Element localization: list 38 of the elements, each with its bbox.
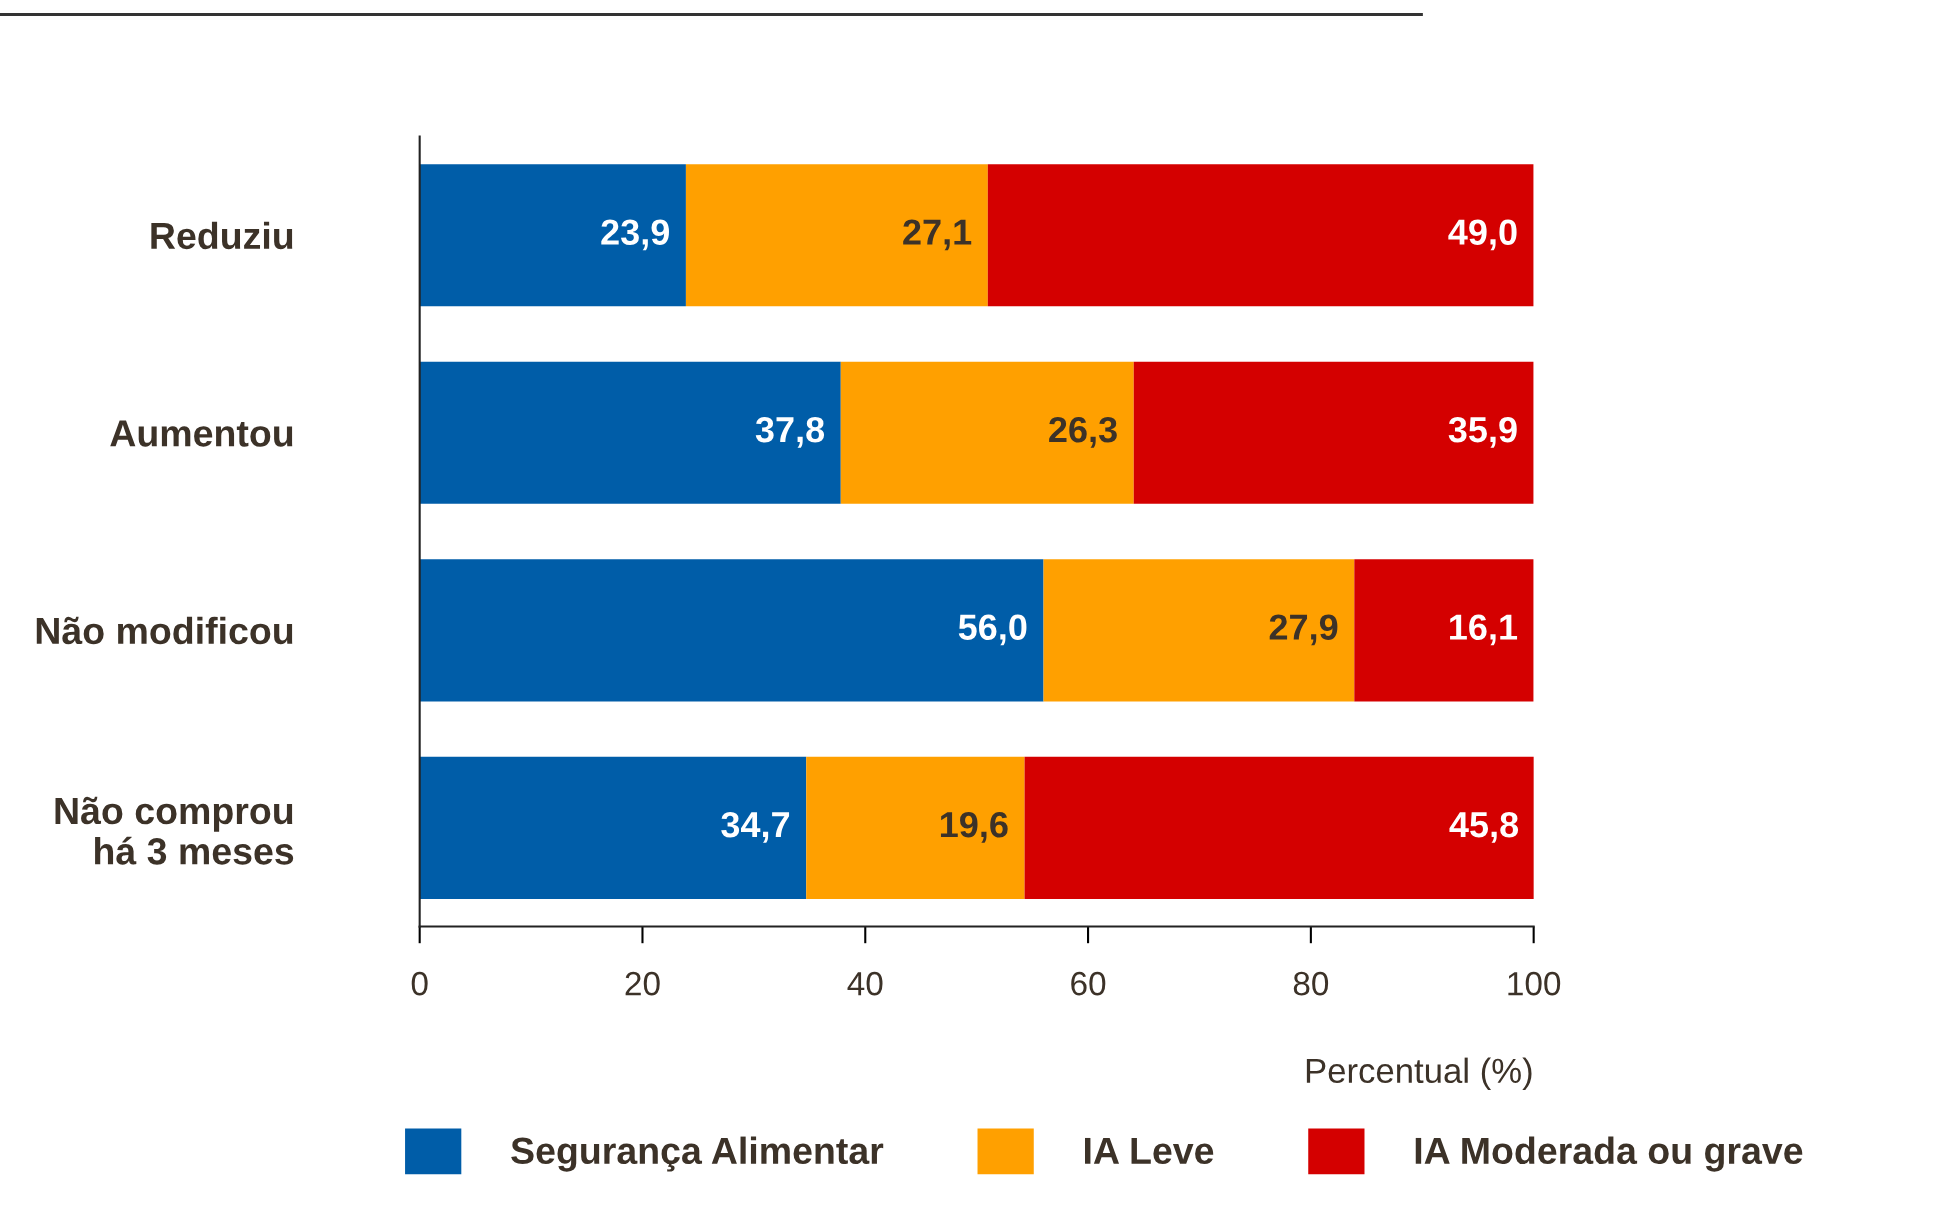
bar (1043, 559, 1355, 702)
x-axis-title: Percentual (%) (1306, 1057, 1532, 1090)
y-tick-label: Aumentou (110, 420, 293, 447)
bar (987, 164, 1534, 307)
data-label: 23,9 (601, 219, 669, 251)
x-tick-label: 0 (411, 971, 428, 996)
data-label: 56,0 (958, 614, 1027, 646)
x-tick-label: 60 (1071, 971, 1106, 996)
data-label: 34,7 (721, 811, 790, 843)
x-tick-label: 20 (625, 971, 660, 996)
data-label: 49,0 (1448, 219, 1517, 251)
bar (685, 164, 988, 307)
data-label: 16,1 (1450, 614, 1518, 646)
bar (1354, 559, 1534, 702)
legend-label: IA Moderada ou grave (1415, 1136, 1803, 1172)
data-label: 26,3 (1049, 416, 1117, 448)
data-label: 27,1 (903, 219, 972, 251)
bar (419, 361, 841, 504)
data-label: 19,6 (940, 811, 1008, 843)
bar (840, 361, 1134, 504)
data-label: 37,8 (755, 416, 825, 448)
legend-label: IA Leve (1085, 1137, 1214, 1165)
x-tick-label: 40 (847, 971, 883, 996)
x-tick-label: 80 (1293, 971, 1329, 996)
bar (1133, 361, 1534, 504)
bar (419, 164, 686, 307)
y-tick-label: Não modificou (36, 616, 293, 645)
x-tick-label: 100 (1508, 971, 1561, 996)
y-tick-label: Reduziu (151, 221, 293, 250)
bar (419, 559, 1044, 702)
data-label: 27,9 (1269, 614, 1338, 646)
bar (419, 756, 807, 899)
y-tick-label: Não comprou há 3 meses (55, 796, 294, 865)
legend-label: Segurança Alimentar (511, 1136, 884, 1172)
bar (1024, 756, 1534, 899)
data-label: 45,8 (1449, 811, 1519, 843)
bar (806, 756, 1025, 899)
data-label: 35,9 (1448, 416, 1517, 448)
